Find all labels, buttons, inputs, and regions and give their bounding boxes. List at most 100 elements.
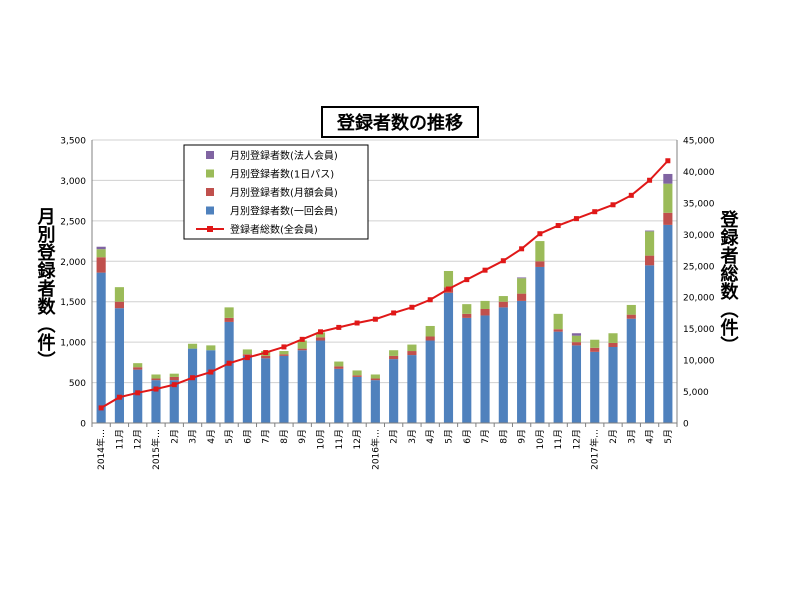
y2-tick-label: 10,000 — [683, 357, 715, 367]
bar-segment — [517, 278, 527, 294]
legend-swatch — [206, 151, 214, 159]
bar-segment — [206, 345, 216, 351]
bar-segment — [425, 325, 435, 337]
y-tick-label: 500 — [69, 379, 86, 389]
bar-segment — [352, 376, 362, 423]
x-tick-label: 5月 — [443, 429, 454, 444]
legend-label: 登録者総数(全会員) — [230, 223, 318, 236]
x-tick-label: 6月 — [242, 429, 253, 444]
bar-segment — [498, 296, 508, 302]
chart-title: 登録者数の推移 — [336, 112, 463, 134]
line-point — [354, 320, 360, 326]
bar-segment — [553, 313, 563, 330]
line-point — [318, 329, 324, 335]
x-tick-label: 11月 — [114, 429, 125, 449]
line-point — [482, 267, 488, 273]
line-point — [281, 344, 287, 350]
bar-segment — [334, 361, 344, 367]
bar-segment — [169, 373, 179, 377]
bar-segment — [626, 304, 636, 315]
chart-title-box — [321, 106, 479, 138]
bar-segment — [133, 363, 143, 368]
x-tick-label: 2016年… — [369, 429, 381, 470]
bar-segment — [279, 354, 289, 356]
legend: 月別登録者数(法人会員) 月別登録者数(1日パス) 月別登録者数(月額会員) 月別登録… — [183, 144, 369, 240]
y2-tick-label: 20,000 — [683, 294, 715, 304]
bar-segment — [480, 300, 490, 309]
bar-segment — [151, 374, 161, 379]
x-tick-label: 9月 — [297, 429, 308, 444]
bar-segment — [370, 380, 380, 423]
y-tick-label: 0 — [80, 420, 86, 430]
bar-segment — [206, 350, 216, 423]
line-point — [98, 405, 104, 411]
line-point — [336, 324, 342, 330]
bar-segment — [187, 343, 198, 349]
total-line — [100, 160, 669, 409]
bar-segment — [663, 212, 673, 225]
y-tick-label: 2,500 — [60, 217, 86, 227]
line-point — [464, 277, 470, 283]
bar-segment — [334, 366, 344, 369]
legend-box — [183, 144, 369, 240]
y-tick-label: 2,000 — [60, 258, 86, 268]
x-tick-label: 8月 — [498, 429, 509, 444]
line-point — [628, 192, 634, 198]
x-tick-label: 2015年… — [150, 429, 162, 470]
line-point — [372, 316, 378, 322]
bar-segment — [535, 266, 545, 423]
bar-segment — [535, 241, 545, 262]
y2-tick-label: 40,000 — [683, 168, 715, 178]
bar-segment — [462, 304, 472, 314]
bar-segment — [151, 378, 161, 381]
y2-tick-label: 30,000 — [683, 231, 715, 241]
legend-label: 月別登録者数(法人会員) — [230, 149, 338, 162]
legend-label: 月別登録者数(一回会員) — [230, 205, 338, 218]
line-point — [427, 297, 433, 303]
bar-segment — [480, 315, 490, 423]
bar-segment — [645, 255, 655, 266]
bar-segment — [425, 340, 435, 423]
bar-segment — [261, 358, 271, 423]
x-tick-label: 8月 — [279, 429, 290, 444]
bar-segment — [517, 277, 527, 279]
bar-segment — [645, 231, 655, 256]
legend-swatch — [206, 169, 214, 178]
x-tick-label: 2月 — [389, 429, 400, 444]
bar-segment — [553, 329, 563, 332]
bar-segment — [535, 261, 545, 267]
bar-segment — [517, 300, 527, 423]
x-tick-label: 3月 — [188, 429, 199, 444]
line-point — [555, 223, 561, 229]
bar-segment — [242, 355, 252, 423]
bar-segment — [443, 292, 454, 423]
x-tick-label: 9月 — [517, 429, 528, 444]
bar-segment — [553, 331, 563, 423]
bar-segment — [96, 272, 106, 423]
bar-segment — [626, 314, 636, 319]
bar-segment — [462, 313, 472, 318]
line-point — [116, 394, 122, 400]
bar-segment — [571, 342, 582, 346]
x-tick-label: 6月 — [462, 429, 473, 444]
bar-segment — [315, 337, 326, 341]
bar-segment — [297, 350, 307, 423]
bar-segment — [242, 354, 252, 356]
bar-segment — [407, 344, 417, 352]
bar-segment — [242, 349, 252, 355]
bar-segment — [517, 293, 527, 301]
bar-segment — [443, 270, 454, 288]
bar-segment — [133, 369, 143, 423]
line-point — [537, 231, 543, 237]
line-point — [208, 369, 214, 375]
bar-segment — [352, 370, 362, 376]
y2-axis-title: 登録者総数（件） — [718, 209, 740, 354]
line-point — [592, 209, 598, 215]
y-tick-label: 1,500 — [60, 298, 86, 308]
x-tick-label: 11月 — [553, 429, 564, 449]
bar-segment — [96, 249, 106, 258]
legend-line-marker — [207, 226, 213, 232]
y-tick-label: 3,500 — [60, 137, 86, 147]
bar-segment — [389, 359, 399, 423]
